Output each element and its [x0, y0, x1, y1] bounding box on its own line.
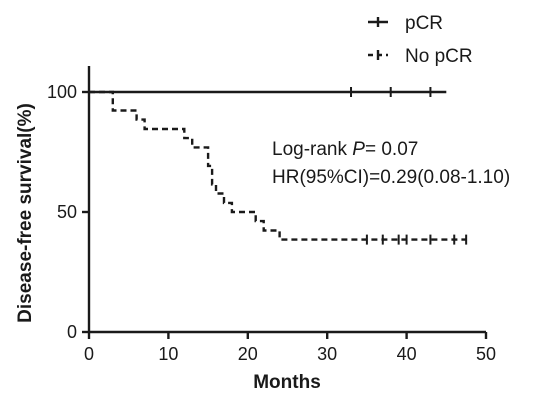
x-tick-label: 40 [397, 344, 417, 364]
series-layer [89, 87, 468, 245]
x-tick-label: 0 [84, 344, 94, 364]
legend-label-pcr: pCR [405, 13, 443, 34]
logrank-annotation: Log-rank P= 0.07 [272, 139, 418, 160]
y-tick-label: 100 [47, 82, 77, 102]
x-tick-label: 30 [317, 344, 337, 364]
y-axis-title: Disease-free survival(%) [15, 103, 36, 323]
hr-annotation: HR(95%CI)=0.29(0.08-1.10) [272, 167, 510, 188]
legend-item-no-pcr: No pCR [368, 46, 473, 67]
y-tick-label: 50 [57, 202, 77, 222]
legend-label-no-pcr: No pCR [405, 46, 473, 67]
survival-curve-no-pcr [89, 90, 467, 241]
logrank-value: = 0.07 [365, 139, 418, 160]
x-tick-label: 50 [476, 344, 496, 364]
logrank-p-symbol: P [352, 139, 365, 160]
x-tick-label: 20 [238, 344, 258, 364]
x-tick-label: 10 [158, 344, 178, 364]
logrank-prefix: Log-rank [272, 139, 352, 160]
y-tick-label: 0 [67, 322, 77, 342]
legend-item-pcr: pCR [368, 13, 443, 34]
axes: 0 10 20 30 40 50 0 50 100 [47, 66, 496, 364]
legend: pCR No pCR [368, 13, 473, 67]
x-axis-title: Months [253, 372, 321, 393]
